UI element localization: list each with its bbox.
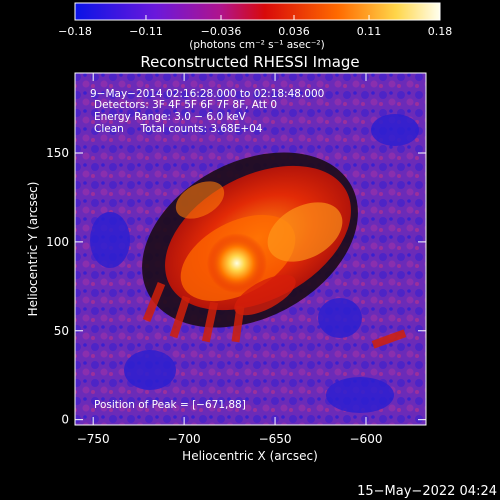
y-tick-label: 0 bbox=[61, 413, 69, 427]
x-tick-label: −700 bbox=[168, 432, 201, 446]
y-tick-label: 50 bbox=[54, 324, 69, 338]
annotation-energy-range: Energy Range: 3.0 − 6.0 keV bbox=[94, 111, 247, 123]
info-annotations: 9−May−2014 02:16:28.000 to 02:18:48.000 … bbox=[90, 88, 324, 411]
y-tick-label: 150 bbox=[46, 146, 69, 160]
colorbar: −0.18 −0.11 −0.036 0.036 0.11 0.18 (photons c… bbox=[58, 2, 452, 51]
y-axis-label: Heliocentric Y (arcsec) bbox=[26, 182, 40, 317]
colorbar-tick-label: −0.18 bbox=[58, 25, 92, 38]
x-tick-label: −650 bbox=[259, 432, 292, 446]
colorbar-tick-label: −0.11 bbox=[129, 25, 163, 38]
colorbar-tick-label: −0.036 bbox=[201, 25, 242, 38]
heatmap-image bbox=[75, 73, 426, 425]
colorbar-tick-label: 0.036 bbox=[278, 25, 310, 38]
chart-title: Reconstructed RHESSI Image bbox=[140, 53, 359, 71]
x-axis-label: Heliocentric X (arcsec) bbox=[182, 449, 318, 463]
y-tick-label: 100 bbox=[46, 235, 69, 249]
annotation-clean-counts: Clean Total counts: 3.68E+04 bbox=[94, 123, 263, 135]
x-axis: −750 −700 −650 −600 bbox=[77, 73, 383, 446]
footer-date: 15−May−2022 04:24 bbox=[357, 484, 497, 499]
annotation-time-range: 9−May−2014 02:16:28.000 to 02:18:48.000 bbox=[90, 88, 324, 100]
peak-hotspot bbox=[206, 233, 267, 294]
legs bbox=[142, 281, 407, 349]
colorbar-tick-label: 0.18 bbox=[428, 25, 453, 38]
background-structure bbox=[90, 114, 419, 413]
annotation-peak-position: Position of Peak = [−671,88] bbox=[94, 399, 246, 411]
y-axis: 0 50 100 150 bbox=[46, 146, 426, 427]
colorbar-ticks: −0.18 −0.11 −0.036 0.036 0.11 0.18 bbox=[58, 15, 452, 38]
colorbar-tick-label: 0.11 bbox=[357, 25, 382, 38]
annotation-detectors: Detectors: 3F 4F 5F 6F 7F 8F, Att 0 bbox=[94, 99, 277, 111]
colorbar-gradient bbox=[74, 2, 441, 21]
plot-frame bbox=[74, 72, 427, 426]
x-tick-label: −600 bbox=[350, 432, 383, 446]
x-tick-label: −750 bbox=[77, 432, 110, 446]
colorbar-unit-label: (photons cm⁻² s⁻¹ asec⁻²) bbox=[189, 39, 324, 51]
